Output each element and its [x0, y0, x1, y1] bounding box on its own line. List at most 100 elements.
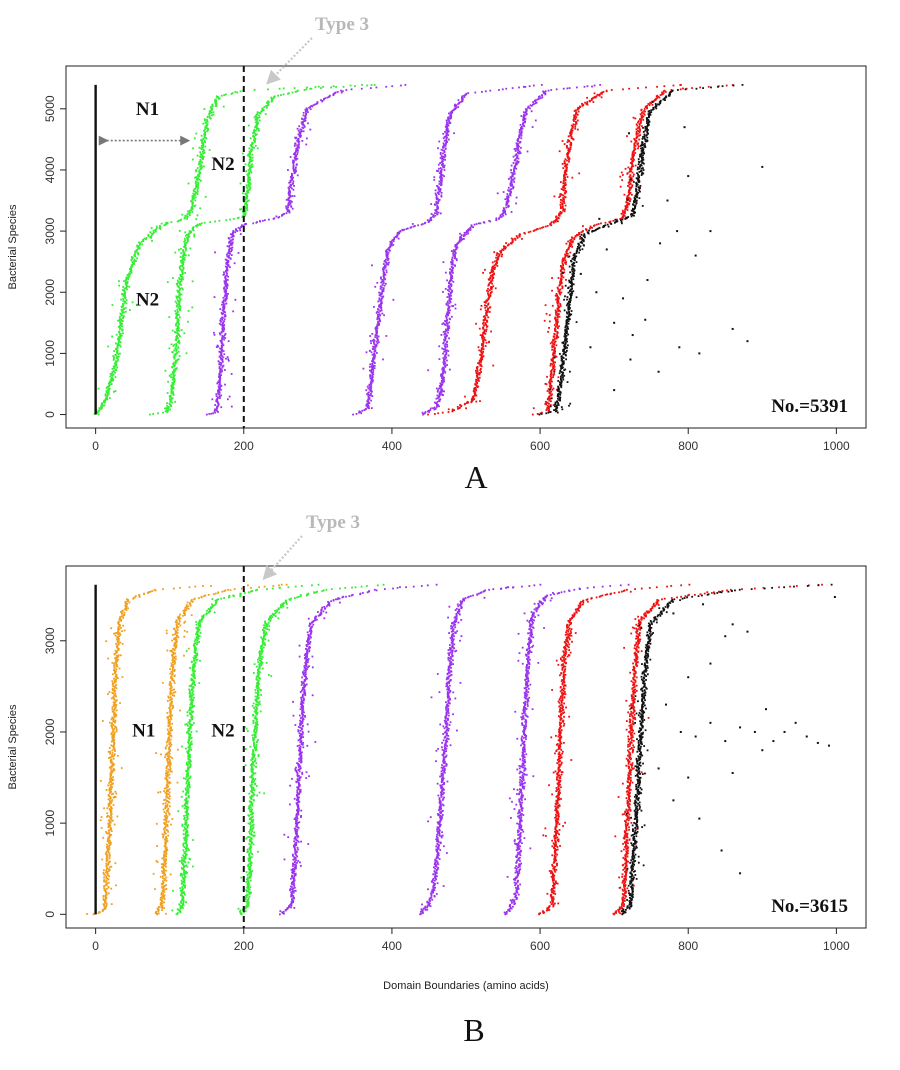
panel-a-series-6-point [557, 305, 560, 308]
panel-b-series-0-point [108, 857, 111, 860]
panel-a-series-0-outlier [282, 87, 285, 90]
panel-a-series-0-outlier [112, 377, 114, 380]
panel-a-series-3-point [440, 181, 443, 184]
panel-a-series-2-point [224, 313, 226, 316]
panel-a-series-1-point [245, 197, 248, 199]
panel-a-series-6-point [556, 314, 559, 317]
panel-a-series-6-point [557, 300, 560, 303]
panel-a-series-7-point [570, 292, 572, 295]
panel-a-series-0-point [109, 381, 112, 384]
panel-b-series-0-point [105, 877, 108, 880]
panel-a-series-1-point [246, 190, 249, 192]
panel-a-series-7-point [570, 294, 573, 297]
panel-a-series-3-point [368, 407, 370, 410]
panel-a-series-3-point [434, 214, 437, 217]
panel-a-series-3-point [370, 390, 373, 393]
panel-a-series-5-point [569, 143, 572, 146]
panel-a-series-7-point [637, 186, 640, 189]
panel-b-series-0-point [110, 758, 113, 761]
panel-a-series-1-outlier [191, 280, 194, 283]
panel-a-series-5-point [562, 188, 564, 191]
panel-a-series-4-outlier [517, 161, 520, 164]
panel-a-series-2-outlier [210, 412, 213, 415]
panel-a-series-3-point [387, 251, 390, 254]
panel-a-series-2-point [220, 331, 223, 333]
panel-a-series-7-point [579, 245, 582, 248]
panel-b-series-0-point [109, 767, 112, 770]
panel-a-series-1-outlier [193, 235, 196, 238]
panel-a-series-0-point [198, 160, 201, 163]
panel-a-series-6-outlier [532, 407, 535, 410]
panel-a-series-7-outlier [572, 254, 575, 257]
panel-a-series-1-point [249, 144, 252, 147]
panel-b-series-0-point [106, 853, 109, 856]
panel-a-series-4-point [504, 198, 507, 201]
panel-a-series-0-point [137, 247, 140, 250]
panel-a-series-0-outlier [118, 344, 120, 346]
panel-a-series-4-point [495, 218, 498, 221]
panel-a-series-4-point [455, 258, 458, 260]
panel-a-series-4-point [536, 98, 539, 101]
panel-a-series-1-outlier [185, 352, 188, 355]
panel-a-series-0-outlier [105, 397, 108, 400]
panel-a-series-2-point [226, 294, 228, 297]
panel-a-series-2-point [221, 324, 224, 327]
panel-a-series-3-point [371, 395, 374, 398]
panel-b-series-0-point [109, 825, 111, 828]
panel-a-series-5-point [567, 156, 570, 159]
panel-a-series-6-point [552, 387, 555, 390]
panel-a-series-0-point [131, 256, 134, 259]
panel-a-series-5-point [576, 119, 579, 122]
panel-a-series-4-outlier [438, 358, 441, 360]
panel-a-series-4-point [454, 255, 456, 258]
panel-a-series-4-point [470, 224, 473, 227]
panel-a-series-6-point [639, 134, 642, 136]
panel-a-series-2-point [213, 410, 216, 413]
panel-a-series-3-point [540, 83, 543, 86]
panel-a-series-1-point [180, 252, 183, 255]
panel-a-series-1-outlier [171, 277, 174, 279]
panel-a-series-7-point [624, 218, 627, 220]
panel-a-series-5-point [489, 287, 492, 290]
panel-a-series-0-point [177, 219, 180, 222]
panel-a-series-1-point [185, 248, 187, 251]
panel-a-series-4-point [524, 111, 527, 114]
panel-a-series-0-point [204, 141, 206, 143]
panel-a-series-4-point [520, 128, 522, 131]
panel-a-series-7-point [665, 95, 667, 98]
panel-b-series-0-point [112, 734, 115, 737]
panel-a-series-0-point [115, 363, 118, 366]
panel-a-series-1-point [185, 247, 187, 250]
panel-a-series-4-point [466, 230, 469, 233]
panel-a-series-1-point [177, 346, 180, 349]
panel-a-series-5-outlier [558, 212, 561, 215]
panel-a-series-5-point [487, 290, 490, 293]
panel-a-series-2-point [303, 117, 306, 120]
panel-a-series-1-point [175, 323, 177, 326]
panel-a-series-5-point [605, 89, 608, 92]
panel-a-series-1-point [175, 305, 178, 307]
panel-a-series-5-point [563, 183, 566, 185]
panel-a-series-7-point [563, 374, 566, 377]
panel-a-series-4-point [517, 137, 520, 140]
panel-a-series-7-point [620, 219, 622, 222]
panel-a-series-1-point [176, 341, 179, 344]
panel-a-series-6-point [563, 271, 566, 274]
panel-a-series-3-point [382, 282, 385, 284]
panel-a-series-0-point [145, 237, 148, 239]
panel-a-series-5-point [563, 210, 566, 213]
panel-a-series-1-point [148, 413, 151, 416]
panel-a-series-5-outlier [557, 220, 559, 223]
panel-a-series-3-point [369, 363, 372, 366]
panel-a-series-1-point [177, 329, 179, 331]
panel-a-series-0-point [108, 383, 111, 386]
panel-a-series-2-outlier [215, 346, 218, 348]
panel-a-series-3 [352, 83, 543, 416]
panel-a-series-7-point [639, 186, 641, 189]
panel-a-series-4-point [510, 171, 513, 174]
panel-a-series-2-point [309, 106, 311, 109]
panel-a-series-7-point [630, 209, 633, 212]
panel-a-series-5-outlier [488, 306, 491, 309]
panel-a-series-4-point [516, 144, 519, 147]
panel-b-series-0-point [104, 900, 107, 902]
